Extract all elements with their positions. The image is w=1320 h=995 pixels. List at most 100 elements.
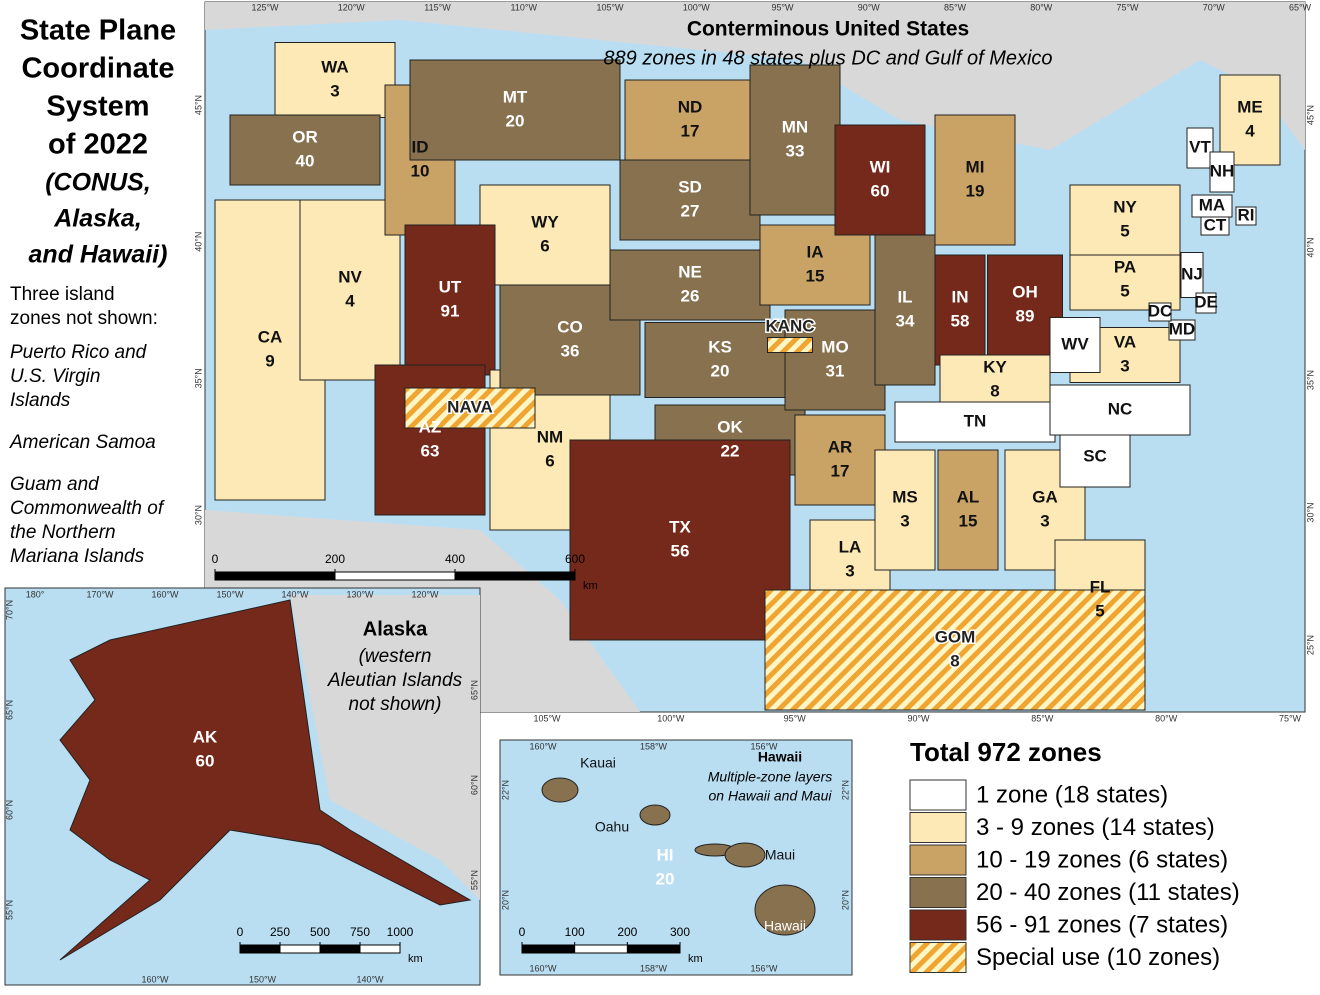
state-shape — [894, 401, 1056, 443]
state-shape — [794, 414, 886, 506]
state-shape — [1180, 252, 1204, 298]
island — [541, 777, 579, 803]
state-label: SD — [678, 177, 702, 196]
title: State Plane — [20, 15, 176, 47]
scale-bar-segment — [627, 945, 680, 953]
graticule-label: 156°W — [750, 963, 778, 973]
scale-label: 100 — [565, 925, 585, 939]
state-label: MO — [821, 337, 848, 356]
state-label: CT — [1204, 215, 1227, 234]
canada-land — [205, 2, 1305, 150]
alaska-note: (western — [359, 646, 432, 667]
graticule-label: 20°N — [840, 890, 850, 910]
subtitle: Alaska, — [53, 205, 142, 233]
zone-count: 15 — [806, 266, 825, 285]
graticule-label: 45°N — [193, 95, 203, 115]
graticule-label: 55°N — [4, 900, 14, 920]
state-label: FL — [1090, 577, 1111, 596]
state-label: NC — [1108, 399, 1133, 418]
state-label: NAVA — [447, 397, 493, 416]
state-label: NH — [1210, 161, 1235, 180]
graticule-label: 95°W — [784, 713, 807, 723]
graticule-label: 160°W — [529, 741, 557, 751]
zone-count: 33 — [786, 141, 805, 160]
state-label: MI — [966, 157, 985, 176]
graticule-label: 35°N — [1305, 370, 1315, 390]
state-shape — [1209, 151, 1235, 193]
state-shape — [404, 224, 496, 376]
graticule-label: 125°W — [251, 2, 279, 12]
state-label: AK — [193, 727, 218, 746]
state-shape — [759, 224, 871, 306]
state-shape — [934, 254, 986, 366]
scale-label: 200 — [325, 552, 345, 566]
zone-count: 20 — [711, 361, 730, 380]
zone-count: 56 — [671, 541, 690, 560]
state-label: OK — [717, 417, 743, 436]
graticule-label: 105°W — [533, 713, 561, 723]
alaska-note: Aleutian Islands — [327, 670, 463, 691]
graticule-label: 75°W — [1279, 713, 1302, 723]
legend-title: Total 972 zones — [910, 737, 1102, 767]
state-label: IL — [897, 287, 912, 306]
graticule-label: 65°N — [4, 700, 14, 720]
alaska-shape — [59, 599, 472, 961]
zone-count: 5 — [1120, 281, 1129, 300]
scale-bar-segment — [240, 945, 280, 953]
zone-count: 3 — [900, 511, 909, 530]
zone-count: 4 — [345, 291, 355, 310]
graticule-label: 85°W — [1031, 713, 1054, 723]
state-label: WV — [1061, 334, 1089, 353]
graticule-label: 40°N — [1305, 237, 1315, 257]
state-label: VA — [1114, 332, 1136, 351]
note-heading: Three island — [10, 284, 115, 305]
legend-swatch — [909, 779, 967, 811]
zone-count: 4 — [1245, 121, 1255, 140]
state-shape — [939, 354, 1051, 406]
zone-count: 17 — [681, 121, 700, 140]
zone-count: 36 — [561, 341, 580, 360]
graticule-label: 80°W — [1155, 713, 1178, 723]
note: Commonwealth of — [10, 498, 165, 519]
state-label: AR — [828, 437, 853, 456]
state-shape — [937, 449, 999, 571]
zone-count: 60 — [871, 181, 890, 200]
state-label: ME — [1237, 97, 1263, 116]
scale-label: 0 — [237, 925, 244, 939]
state-label: NE — [678, 262, 702, 281]
canada-land — [290, 595, 480, 900]
graticule-label: 55°N — [469, 870, 479, 890]
island-label: Hawaii — [764, 918, 806, 934]
legend-label: 3 - 9 zones (14 states) — [976, 814, 1215, 841]
zone-count: 26 — [681, 286, 700, 305]
zone-count: 8 — [950, 651, 959, 670]
state-shape — [1235, 206, 1257, 226]
state-label: DC — [1148, 301, 1173, 320]
zone-count: 89 — [1016, 306, 1035, 325]
state-shape — [1069, 184, 1181, 256]
state-label: MD — [1169, 319, 1195, 338]
graticule-label: 30°N — [193, 505, 203, 525]
state-shape — [874, 449, 936, 571]
legend-swatch — [909, 844, 967, 876]
graticule-label: 22°N — [840, 780, 850, 800]
state-label: ID — [412, 137, 429, 156]
graticule-label: 120°W — [338, 2, 366, 12]
island-label: Maui — [765, 847, 795, 863]
scale-unit: km — [408, 953, 423, 965]
zone-count: 3 — [845, 561, 854, 580]
graticule-label: 130°W — [346, 589, 374, 599]
scale-label: 0 — [519, 925, 526, 939]
graticule-label: 60°N — [469, 775, 479, 795]
graticule-label: 120°W — [411, 589, 439, 599]
graticule-label: 158°W — [640, 963, 668, 973]
map-layer: WA3OR40CA9NV4ID10MT20WY6UT91AZ63NM6CO36N… — [4, 2, 1315, 984]
state-shape — [1049, 384, 1191, 436]
state-label: WI — [870, 157, 891, 176]
graticule-label: 35°N — [193, 368, 203, 388]
state-label: CO — [557, 317, 583, 336]
graticule-label: 80°W — [1030, 2, 1053, 12]
alaska-title: Alaska — [363, 618, 428, 640]
graticule-label: 160°W — [141, 974, 169, 984]
graticule-label: 75°W — [1116, 2, 1139, 12]
